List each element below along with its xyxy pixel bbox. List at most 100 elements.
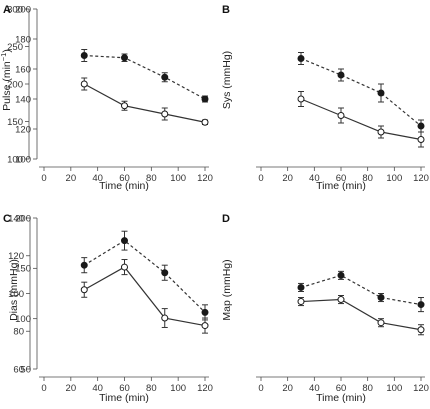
- x-tick-label-b: 20: [282, 173, 293, 184]
- data-point-open-a: [161, 110, 169, 118]
- series-line-solid-d: [300, 298, 422, 331]
- x-tick-label-d: 100: [386, 383, 402, 394]
- data-point-open-d: [417, 326, 425, 334]
- y-tick-label-b: 120: [15, 124, 31, 135]
- x-tick-label-d: 0: [258, 383, 263, 394]
- data-point-filled-c: [121, 237, 128, 245]
- data-point-filled-a: [161, 73, 169, 81]
- series-line-dashed-c: [83, 239, 206, 313]
- x-tick-label-c: 20: [66, 383, 77, 394]
- data-point-open-b: [337, 112, 345, 119]
- y-tick-label-c: 60: [13, 364, 24, 375]
- data-point-filled-c: [161, 269, 169, 277]
- data-point-filled-c: [80, 261, 88, 269]
- data-point-open-b: [417, 136, 425, 143]
- series-line-dashed-a: [84, 54, 206, 100]
- panel-a: A Pulse (min−1) Time (min) 0 20 40 60 80 100 1…: [0, 4, 213, 192]
- data-point-open-d: [337, 296, 345, 304]
- x-tick-label-b: 100: [386, 173, 402, 184]
- x-tick-label-b: 120: [413, 173, 429, 184]
- ylabel-d: Map (mmHg): [221, 259, 233, 320]
- data-point-filled-c: [201, 308, 209, 316]
- series-line-solid-a: [83, 83, 206, 123]
- x-tick-label-a: 100: [170, 173, 186, 184]
- data-point-open-d: [297, 298, 305, 306]
- y-tick-label-a: 150: [7, 117, 23, 128]
- x-tick-label-c: 60: [119, 383, 130, 394]
- data-point-open-b: [297, 95, 305, 103]
- x-tick-label-c: 40: [92, 383, 103, 394]
- panel-letter-b: B: [222, 4, 230, 16]
- data-point-filled-d: [297, 283, 305, 291]
- data-point-filled-b: [377, 89, 385, 97]
- x-tick-label-d: 120: [413, 383, 429, 394]
- y-tick-label-b: 180: [15, 34, 31, 45]
- y-tick-label-d: 200: [15, 213, 31, 224]
- y-tick-label-d: 50: [20, 364, 31, 375]
- x-tick-label-c: 80: [146, 383, 157, 394]
- x-tick-label-b: 40: [309, 173, 320, 184]
- ylabel-b: Sys (mmHg): [221, 51, 233, 109]
- x-tick-label-c: 0: [41, 383, 46, 394]
- y-tick-label-a: 100: [7, 154, 23, 165]
- data-point-open-a: [201, 118, 209, 126]
- panel-letter-c: C: [3, 213, 11, 225]
- data-point-open-a: [121, 102, 128, 110]
- y-tick-label-d: 150: [15, 264, 31, 275]
- x-tick-label-d: 40: [309, 383, 320, 394]
- data-point-filled-d: [337, 271, 345, 279]
- y-tick-label-b: 100: [15, 154, 31, 165]
- data-point-filled-b: [417, 122, 425, 130]
- data-point-open-a: [80, 80, 88, 88]
- x-tick-label-a: 80: [146, 173, 157, 184]
- y-tick-label-c: 80: [13, 327, 24, 338]
- xlabel-c: Time (min): [99, 392, 149, 404]
- data-point-filled-b: [297, 55, 305, 62]
- y-tick-label-c: 100: [8, 289, 24, 300]
- data-point-filled-a: [121, 54, 128, 62]
- panel-letter-d: D: [222, 213, 230, 225]
- x-tick-label-c: 120: [197, 383, 213, 394]
- y-tick-label-c: 140: [8, 213, 24, 224]
- panel-c: C Dias (mmHg) Time (min) 0 20 40 60 80 100 120…: [3, 213, 213, 404]
- y-tick-label-b: 160: [15, 64, 31, 75]
- y-tick-label-a: 250: [7, 42, 23, 53]
- data-point-open-c: [80, 286, 88, 294]
- data-point-filled-b: [337, 71, 345, 79]
- y-tick-label-b: 200: [15, 4, 31, 15]
- x-tick-label-d: 20: [282, 383, 293, 394]
- data-point-open-d: [377, 319, 385, 327]
- y-tick-label-b: 140: [15, 94, 31, 105]
- xlabel-a: Time (min): [99, 180, 149, 192]
- x-tick-label-a: 120: [197, 173, 213, 184]
- y-tick-label-d: 100: [15, 314, 31, 325]
- ylabel-a: Pulse (min−1): [0, 49, 13, 111]
- data-point-open-c: [201, 322, 209, 330]
- x-tick-label-c: 100: [170, 383, 186, 394]
- x-tick-label-b: 80: [362, 173, 373, 184]
- y-tick-label-a: 200: [7, 79, 23, 90]
- data-point-open-b: [377, 128, 385, 136]
- xlabel-d: Time (min): [316, 392, 366, 404]
- panel-b: B Sys (mmHg) Time (min) 0 20 40 60 80 100 120 1…: [15, 4, 429, 192]
- x-tick-label-a: 20: [66, 173, 77, 184]
- data-point-filled-a: [80, 52, 88, 59]
- data-point-filled-a: [201, 95, 209, 103]
- x-tick-label-b: 0: [258, 173, 263, 184]
- series-line-solid-b: [300, 98, 422, 141]
- panel-letter-a: A: [3, 4, 11, 16]
- y-tick-label-a: 300: [7, 4, 23, 15]
- data-point-filled-d: [377, 294, 385, 302]
- series-line-dashed-b: [300, 57, 422, 127]
- x-tick-label-a: 40: [92, 173, 103, 184]
- x-tick-label-a: 60: [119, 173, 130, 184]
- data-point-filled-d: [417, 301, 425, 309]
- series-line-solid-c: [83, 266, 206, 327]
- xlabel-b: Time (min): [316, 180, 366, 192]
- data-point-open-c: [121, 263, 128, 271]
- x-tick-label-a: 0: [41, 173, 46, 184]
- y-tick-label-c: 120: [8, 251, 24, 262]
- data-point-open-c: [161, 314, 169, 322]
- x-tick-label-d: 80: [362, 383, 373, 394]
